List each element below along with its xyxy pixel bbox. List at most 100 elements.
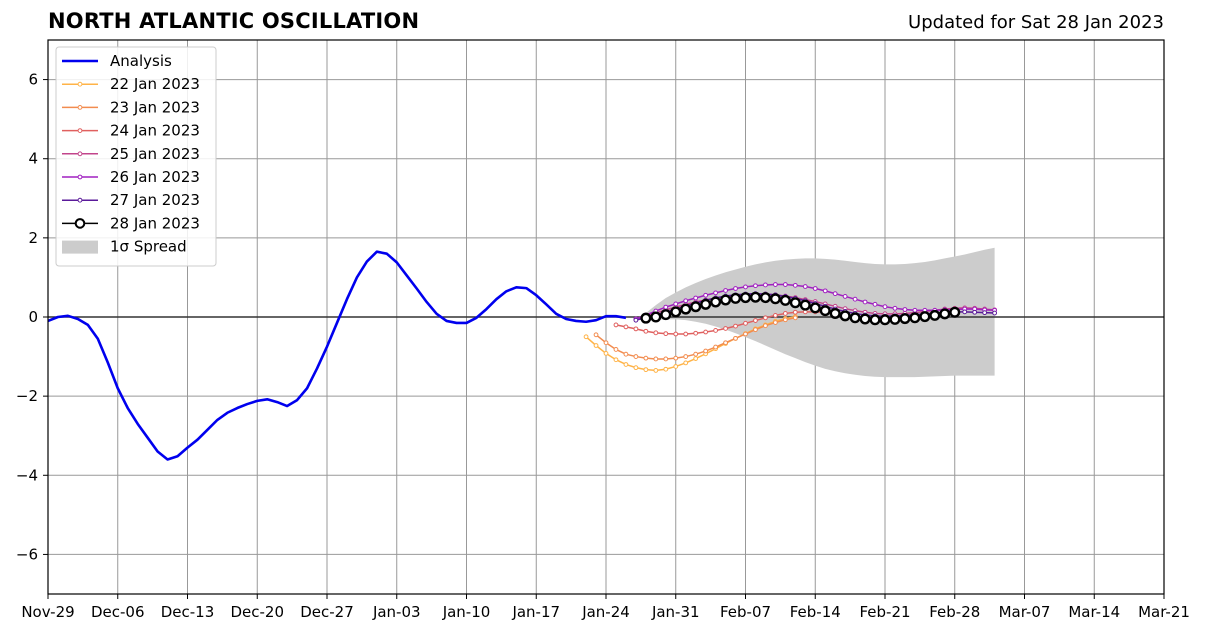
y-tick-label: −6 <box>16 545 38 563</box>
current-forecast-point <box>839 310 851 322</box>
current-forecast-point <box>849 312 861 324</box>
forecast-point <box>832 291 838 297</box>
forecast-point <box>733 335 738 341</box>
current-forecast-point <box>899 313 911 325</box>
series-analysis <box>47 250 627 461</box>
forecast-point <box>663 304 669 310</box>
forecast-point <box>643 355 649 361</box>
legend-label: 1σ Spread <box>110 238 187 256</box>
forecast-point <box>663 366 669 372</box>
current-forecast-point <box>779 294 791 306</box>
forecast-point <box>902 307 908 312</box>
forecast-point <box>892 305 898 311</box>
forecast-point <box>842 294 848 299</box>
forecast-point <box>653 356 659 362</box>
forecast-point <box>673 355 679 361</box>
legend-label: 22 Jan 2023 <box>110 75 200 93</box>
y-tick-label: 2 <box>28 229 38 247</box>
legend-label: Analysis <box>110 52 172 70</box>
x-tick-label: Jan-10 <box>442 603 491 621</box>
x-tick-label: Jan-03 <box>372 603 421 621</box>
forecast-point <box>643 367 649 373</box>
forecast-point <box>912 307 918 313</box>
forecast-point <box>703 348 709 354</box>
forecast-point <box>633 326 639 332</box>
legend-label: 25 Jan 2023 <box>110 145 200 163</box>
forecast-point <box>992 310 998 316</box>
forecast-point <box>872 301 878 307</box>
x-tick-label: Dec-20 <box>230 603 284 621</box>
legend-marker <box>77 197 83 203</box>
forecast-point <box>852 296 858 302</box>
x-tick-label: Mar-14 <box>1068 603 1120 621</box>
legend-label: 26 Jan 2023 <box>110 168 200 186</box>
forecast-point <box>713 344 719 350</box>
current-forecast-point <box>759 292 771 304</box>
current-forecast-point <box>640 312 652 324</box>
forecast-point <box>753 283 758 289</box>
x-tick-label: Mar-07 <box>999 603 1051 621</box>
forecast-point <box>713 290 719 296</box>
forecast-point <box>703 292 709 298</box>
forecast-point <box>683 298 689 304</box>
series-28-jan-2023 <box>640 291 961 326</box>
x-tick-label: Dec-27 <box>300 603 354 621</box>
forecast-point <box>583 334 589 340</box>
forecast-point <box>603 340 609 346</box>
legend-marker <box>74 218 86 229</box>
forecast-point <box>623 324 629 330</box>
y-tick-label: −2 <box>16 387 38 405</box>
forecast-point <box>812 286 818 291</box>
forecast-point <box>673 331 679 337</box>
forecast-point <box>603 351 609 356</box>
legend-label: 27 Jan 2023 <box>110 191 200 209</box>
forecast-point <box>663 331 669 337</box>
current-forecast-point <box>690 301 702 313</box>
current-forecast-point <box>939 308 951 320</box>
forecast-point <box>683 360 689 366</box>
forecast-point <box>743 320 748 326</box>
forecast-point <box>802 284 808 289</box>
forecast-point <box>782 317 788 323</box>
forecast-point <box>792 309 798 315</box>
y-tick-label: 0 <box>28 308 38 326</box>
current-forecast-point <box>710 296 722 308</box>
current-forecast-point <box>829 307 841 319</box>
forecast-point <box>723 288 728 293</box>
plot-frame <box>47 39 1165 595</box>
legend-marker <box>77 105 83 110</box>
forecast-point <box>723 340 728 346</box>
forecast-point <box>723 326 728 331</box>
forecast-point <box>782 311 788 316</box>
chart-title: NORTH ATLANTIC OSCILLATION <box>48 9 420 33</box>
forecast-point <box>693 330 699 336</box>
forecast-point <box>683 331 689 337</box>
legend-label: 24 Jan 2023 <box>110 122 200 140</box>
forecast-point <box>733 323 738 329</box>
forecast-point <box>673 364 679 369</box>
forecast-point <box>743 284 748 290</box>
analysis-line <box>47 250 627 461</box>
forecast-point <box>653 330 659 336</box>
forecast-point <box>623 362 629 367</box>
forecast-point <box>613 347 619 352</box>
current-forecast-point <box>929 309 941 321</box>
current-forecast-point <box>730 292 742 304</box>
x-tick-label: Feb-14 <box>790 603 841 621</box>
current-forecast-point <box>650 311 662 323</box>
forecast-point <box>693 356 699 361</box>
forecast-point <box>593 343 599 348</box>
current-forecast-point <box>889 313 901 325</box>
forecast-point <box>862 299 868 305</box>
forecast-point <box>713 328 719 333</box>
x-tick-label: Dec-13 <box>161 603 215 621</box>
forecast-point <box>613 322 619 328</box>
x-tick-label: Jan-31 <box>651 603 700 621</box>
forecast-point <box>633 365 639 371</box>
y-tick-label: −4 <box>16 466 38 484</box>
forecast-point <box>673 301 679 307</box>
updated-date: Updated for Sat 28 Jan 2023 <box>908 12 1164 33</box>
y-tick-label: 4 <box>28 150 38 168</box>
current-forecast-point <box>859 313 871 325</box>
current-forecast-point <box>809 302 821 314</box>
